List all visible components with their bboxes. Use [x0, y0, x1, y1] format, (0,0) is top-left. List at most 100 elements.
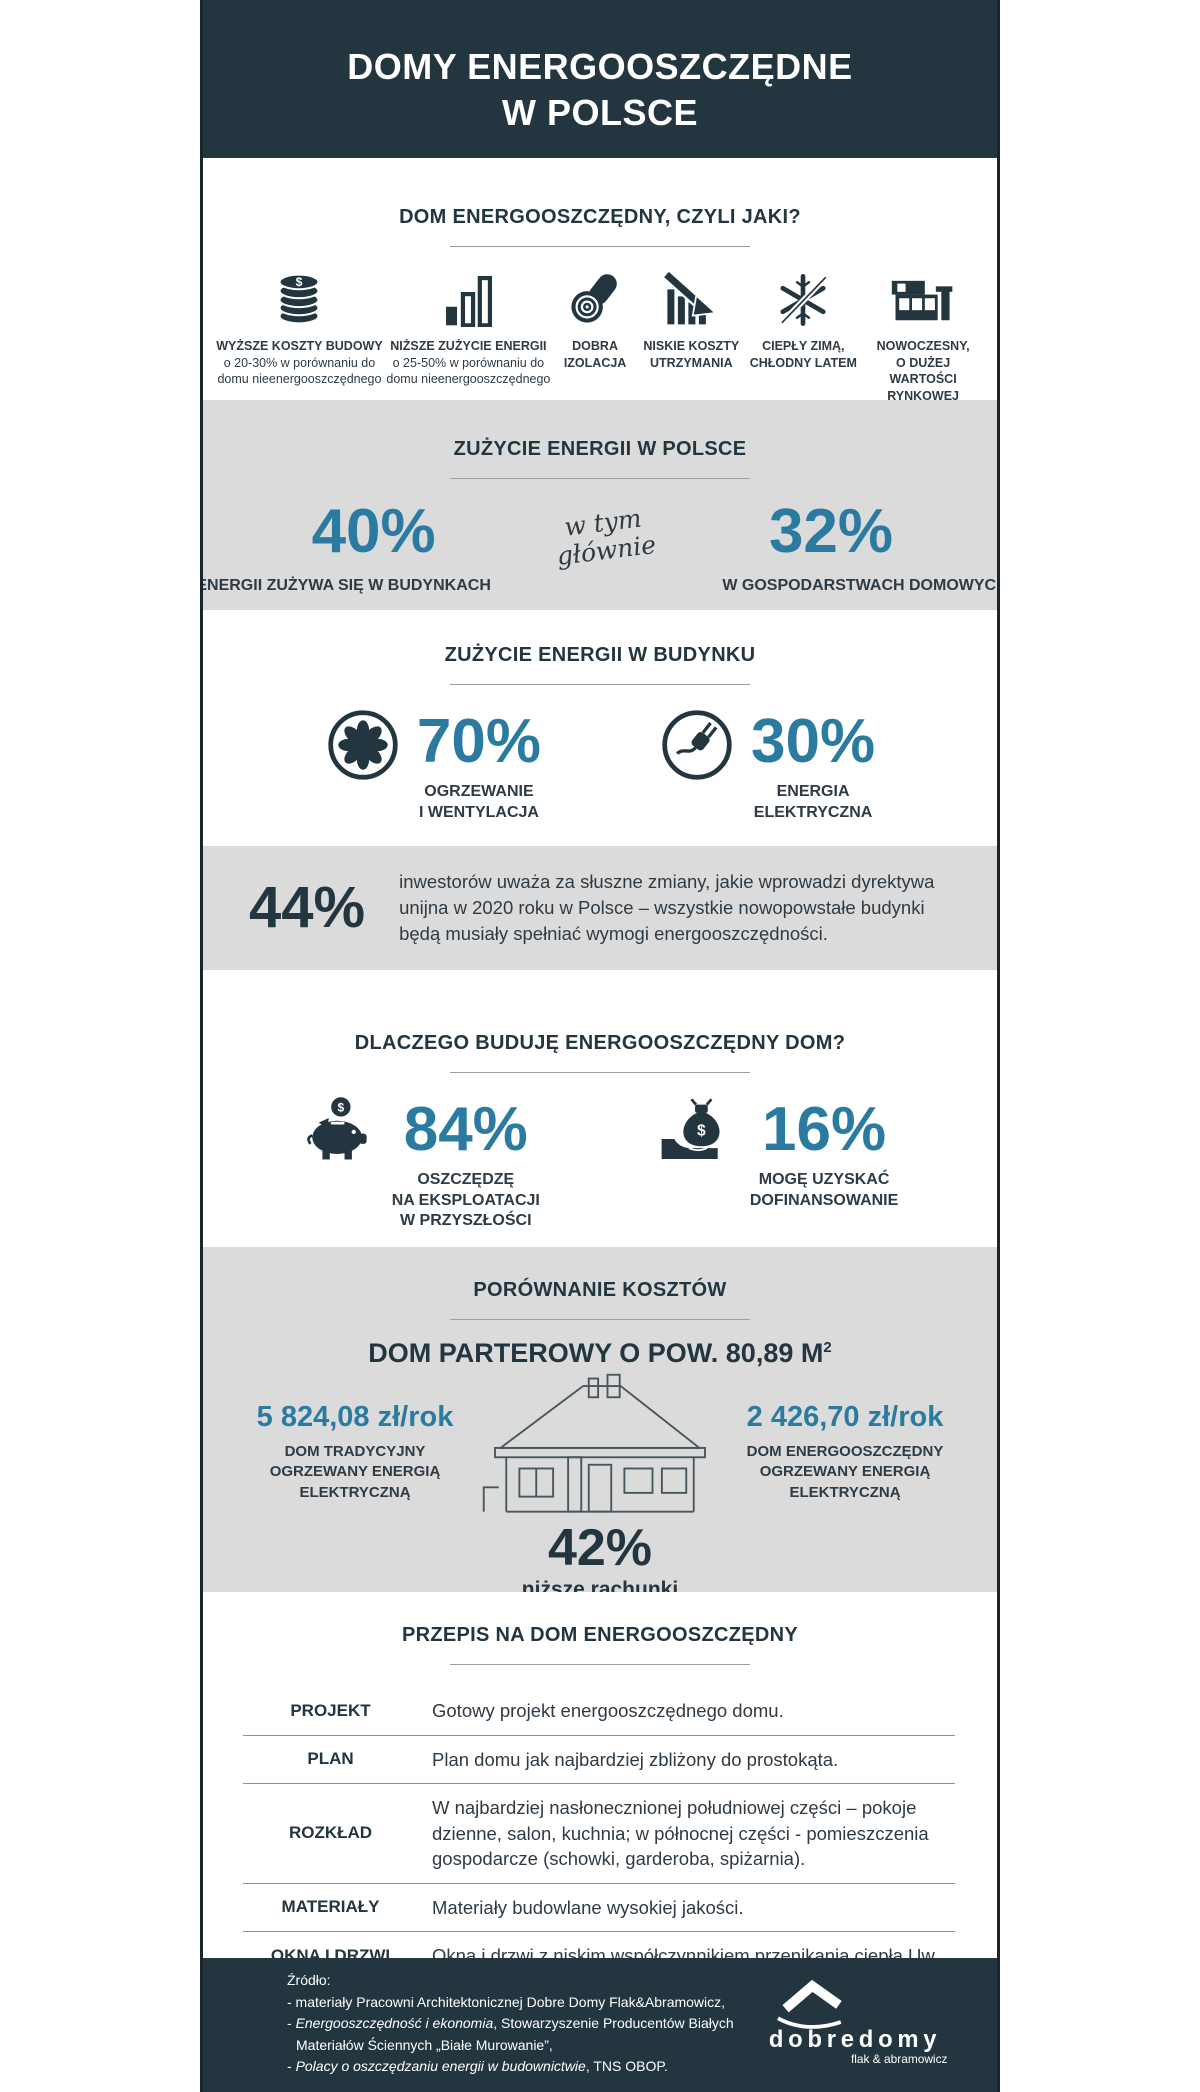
price-value: 5 824,08 zł/rok: [256, 1401, 454, 1433]
stat-households: 32% W GOSPODARSTWACH DOMOWYCH: [688, 497, 997, 597]
fan-icon: [325, 707, 401, 788]
stat-caption: MOGĘ UZYSKAĆ DOFINANSOWANIE: [749, 1170, 899, 1209]
plug-icon: [659, 707, 735, 788]
source-line: - Polacy o oszczędzaniu energii w budown…: [287, 2058, 668, 2074]
snowflake-icon: [745, 269, 861, 327]
section-heading: PORÓWNANIE KOSZTÓW: [473, 1279, 727, 1301]
feature-item: NISKIE KOSZTY UTRZYMANIA: [637, 269, 745, 400]
stat-value: 16%: [762, 1095, 887, 1164]
stat-value: 44%: [249, 875, 366, 940]
row-text: Materiały budowlane wysokiej jakości.: [432, 1896, 744, 1918]
row-label: OKNA I DRZWI: [270, 1945, 391, 1958]
table-row: PLAN Plan domu jak najbardziej zbliżony …: [243, 1736, 955, 1785]
header: DOMY ENERGOOSZCZĘDNE W POLSCE: [203, 0, 997, 158]
table-row: MATERIAŁY Materiały budowlane wysokiej j…: [243, 1884, 955, 1933]
stat-value: 84%: [403, 1095, 528, 1164]
heading-rule: [450, 1664, 750, 1665]
connector-script-text: w tym głównie: [555, 503, 658, 571]
svg-text:$: $: [337, 1101, 344, 1115]
declining-costs-icon: [637, 269, 745, 327]
section-why-build: DLACZEGO BUDUJĘ ENERGOOSZCZĘDNY DOM? $: [203, 970, 997, 1247]
stat-value: 30%: [751, 707, 876, 776]
table-row: OKNA I DRZWI Okna i drzwi z niskim współ…: [243, 1932, 955, 1958]
heading-rule: [450, 246, 750, 247]
investors-text: inwestorów uważa za słuszne zmiany, jaki…: [399, 870, 935, 945]
efficient-house-cost: 2 426,70 zł/rok DOM ENERGOOSZCZĘDNY OGRZ…: [731, 1401, 959, 1503]
why-stats-row: $ 84% OSZCZĘDZĘ NA EKSPLOATACJI W PRZYSZ…: [203, 1095, 997, 1232]
stat-buildings: 40% ENERGII ZUŻYWA SIĘ W BUDYNKACH: [203, 497, 521, 597]
row-text: Okna i drzwi z niskim współczynnikiem pr…: [432, 1945, 939, 1958]
page-title: DOMY ENERGOOSZCZĘDNE W POLSCE: [347, 46, 853, 134]
logo-wordmark: dobredomy: [769, 2026, 941, 2053]
row-label: MATERIAŁY: [281, 1897, 380, 1917]
price-caption: DOM ENERGOOSZCZĘDNY OGRZEWANY ENERGIĄ EL…: [746, 1443, 944, 1501]
source-line: Materiałów Ściennych „Białe Murowanie”,: [296, 2036, 553, 2053]
section-features: DOM ENERGOOSZCZĘDNY, CZYLI JAKI? $ WYŻSZ…: [203, 158, 997, 400]
poland-stats-row: 40% ENERGII ZUŻYWA SIĘ W BUDYNKACH w tym…: [203, 497, 997, 597]
row-label: ROZKŁAD: [288, 1823, 373, 1843]
svg-text:$: $: [697, 1122, 706, 1139]
logo-swoosh-icon: [777, 2016, 842, 2029]
table-row: ROZKŁAD W najbardziej nasłonecznionej po…: [243, 1784, 955, 1884]
section-recipe: PRZEPIS NA DOM ENERGOOSZCZĘDNY PROJEKT G…: [203, 1592, 997, 1958]
stat-caption: OGRZEWANIE I WENTYLACJA: [418, 782, 539, 821]
logo-roof-icon: [782, 1979, 842, 2013]
section-heading: DLACZEGO BUDUJĘ ENERGOOSZCZĘDNY DOM?: [354, 1032, 846, 1054]
result-value: 42%: [547, 1519, 653, 1577]
savings-result: 42% niższe rachunki: [203, 1522, 997, 1592]
stat-caption: W GOSPODARSTWACH DOMOWYCH: [722, 576, 997, 594]
result-caption: niższe rachunki: [521, 1578, 679, 1592]
heading-rule: [450, 1319, 750, 1320]
row-label: PLAN: [307, 1749, 354, 1769]
modern-house-icon: [861, 269, 985, 327]
stat-heating: 70% OGRZEWANIE I WENTYLACJA: [325, 707, 541, 823]
dobredomy-logo: dobredomy flak & abramowicz: [757, 1976, 957, 2078]
insulation-roll-icon: [553, 269, 637, 327]
section-heading: DOM ENERGOOSZCZĘDNY, CZYLI JAKI?: [399, 206, 801, 228]
section-heading: PRZEPIS NA DOM ENERGOOSZCZĘDNY: [401, 1624, 799, 1646]
comparison-subheading: DOM PARTEROWY O POW. 80,89 M2: [368, 1338, 832, 1368]
row-text: W najbardziej nasłonecznionej południowe…: [432, 1797, 929, 1870]
section-cost-comparison: PORÓWNANIE KOSZTÓW DOM PARTEROWY O POW. …: [203, 1247, 997, 1592]
traditional-house-cost: 5 824,08 zł/rok DOM TRADYCYJNY OGRZEWANY…: [241, 1401, 469, 1503]
source-line: - materiały Pracowni Architektonicznej D…: [287, 1993, 726, 2010]
section-heading: ZUŻYCIE ENERGII W BUDYNKU: [444, 644, 756, 666]
feature-item: NIŻSZE ZUŻYCIE ENERGII o 25-50% w porówn…: [384, 269, 553, 400]
recipe-table: PROJEKT Gotowy projekt energooszczędnego…: [243, 1687, 955, 1958]
stat-caption: ENERGII ZUŻYWA SIĘ W BUDYNKACH: [203, 576, 491, 594]
heading-rule: [450, 684, 750, 685]
row-text: Gotowy projekt energooszczędnego domu.: [432, 1700, 784, 1721]
stat-caption: OSZCZĘDZĘ NA EKSPLOATACJI W PRZYSZŁOŚCI: [391, 1170, 540, 1230]
house-outline-drawing: [475, 1371, 725, 1526]
price-caption: DOM TRADYCYJNY OGRZEWANY ENERGIĄ ELEKTRY…: [269, 1443, 441, 1501]
sources-label: Źródło:: [287, 1972, 331, 1988]
section-energy-building: ZUŻYCIE ENERGII W BUDYNKU: [203, 610, 997, 846]
building-stats-row: 70% OGRZEWANIE I WENTYLACJA: [203, 707, 997, 823]
stat-value: 32%: [768, 497, 894, 566]
heading-rule: [450, 1072, 750, 1073]
row-text: Plan domu jak najbardziej zbliżony do pr…: [432, 1748, 839, 1770]
piggy-bank-icon: $: [302, 1095, 376, 1170]
stat-savings: $ 84% OSZCZĘDZĘ NA EKSPLOATACJI W PRZYSZ…: [302, 1095, 540, 1232]
heading-rule: [450, 478, 750, 479]
logo-subtitle: flak & abramowicz: [851, 2052, 948, 2066]
section-heading: ZUŻYCIE ENERGII W POLSCE: [453, 438, 747, 460]
stat-electric: 30% ENERGIA ELEKTRYCZNA: [659, 707, 875, 823]
stat-value: 40%: [311, 497, 436, 566]
money-bag-hand-icon: $: [658, 1095, 734, 1170]
source-line: - Energooszczędność i ekonomia, Stowarzy…: [287, 2015, 734, 2031]
section-investors: 44% inwestorów uważa za słuszne zmiany, …: [203, 846, 997, 970]
feature-item: $ WYŻSZE KOSZTY BUDOWY o 20-30% w porówn…: [215, 269, 384, 400]
bar-chart-icon: [384, 269, 553, 327]
row-label: PROJEKT: [290, 1700, 371, 1720]
features-row: $ WYŻSZE KOSZTY BUDOWY o 20-30% w porówn…: [203, 269, 997, 400]
section-energy-poland: ZUŻYCIE ENERGII W POLSCE 40% ENERGII ZUŻ…: [203, 400, 997, 610]
infographic-column: DOMY ENERGOOSZCZĘDNE W POLSCE DOM ENERGO…: [200, 0, 1000, 2092]
stat-value: 70%: [416, 707, 541, 776]
svg-text:$: $: [296, 275, 303, 289]
price-value: 2 426,70 zł/rok: [746, 1401, 944, 1433]
feature-item: NOWOCZESNY, O DUŻEJ WARTOŚCI RYNKOWEJ: [861, 269, 985, 400]
stat-caption: ENERGIA ELEKTRYCZNA: [753, 782, 873, 821]
feature-item: DOBRA IZOLACJA: [553, 269, 637, 400]
stat-funding: $ 16% MOGĘ UZYSKAĆ DOFINANSOWANIE: [658, 1095, 898, 1232]
